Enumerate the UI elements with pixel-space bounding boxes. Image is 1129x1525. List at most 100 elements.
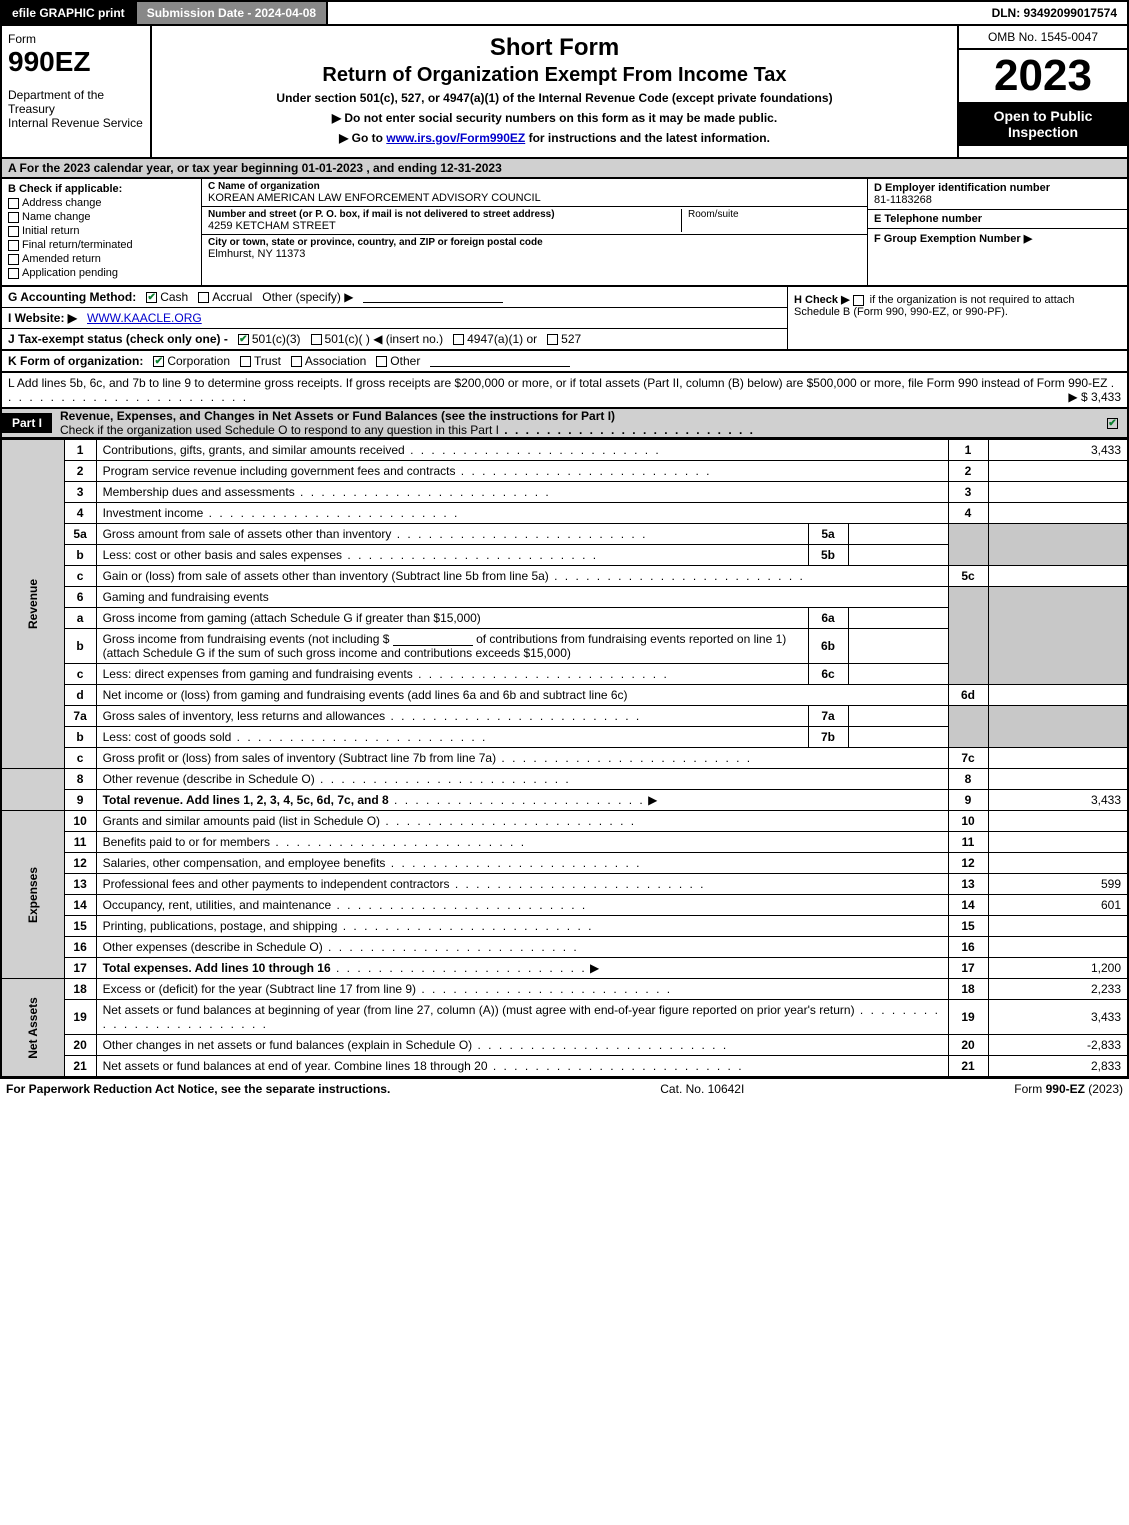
cb-other-org[interactable]: Other [376,354,420,368]
group-label: F Group Exemption Number ▶ [874,233,1032,245]
submission-date: Submission Date - 2024-04-08 [137,2,328,24]
dln: DLN: 93492099017574 [982,2,1127,24]
table-row: 19Net assets or fund balances at beginni… [1,1000,1128,1035]
header-mid: Short Form Return of Organization Exempt… [152,26,957,157]
cb-initial-return[interactable]: Initial return [8,225,195,237]
val-3 [988,482,1128,503]
table-row: 6Gaming and fundraising events [1,587,1128,608]
g-other: Other (specify) ▶ [262,290,353,304]
irs-link[interactable]: www.irs.gov/Form990EZ [386,131,525,145]
open-to-public: Open to Public Inspection [959,102,1127,146]
side-expenses: Expenses [1,811,64,979]
table-row: 21Net assets or fund balances at end of … [1,1056,1128,1078]
footer-left: For Paperwork Reduction Act Notice, see … [6,1082,390,1096]
org-city: Elmhurst, NY 11373 [208,248,861,260]
addr-label: Number and street (or P. O. box, if mail… [208,209,681,220]
org-addr-cell: Number and street (or P. O. box, if mail… [202,207,867,235]
row-a-period: A For the 2023 calendar year, or tax yea… [0,159,1129,179]
lines-table: Revenue 1 Contributions, gifts, grants, … [0,439,1129,1078]
cb-address-change[interactable]: Address change [8,197,195,209]
org-name-label: C Name of organization [208,181,861,192]
val-19: 3,433 [988,1000,1128,1035]
cb-501c[interactable]: 501(c)( ) ◀ (insert no.) [311,332,444,346]
cb-501c3[interactable]: 501(c)(3) [238,332,301,346]
table-row: Revenue 1 Contributions, gifts, grants, … [1,440,1128,461]
box-d-e-f: D Employer identification number 81-1183… [867,179,1127,285]
j-label: J Tax-exempt status (check only one) - [8,332,228,346]
org-name: KOREAN AMERICAN LAW ENFORCEMENT ADVISORY… [208,192,861,204]
cb-association[interactable]: Association [291,354,366,368]
org-city-cell: City or town, state or province, country… [202,235,867,262]
cb-final-return[interactable]: Final return/terminated [8,239,195,251]
cb-application-pending[interactable]: Application pending [8,267,195,279]
cb-name-change[interactable]: Name change [8,211,195,223]
efile-print[interactable]: efile GRAPHIC print [2,2,137,24]
table-row: 7aGross sales of inventory, less returns… [1,706,1128,727]
val-11 [988,832,1128,853]
cb-trust[interactable]: Trust [240,354,281,368]
cb-amended-return[interactable]: Amended return [8,253,195,265]
row-h: H Check ▶ if the organization is not req… [787,287,1127,349]
table-row: 12Salaries, other compensation, and empl… [1,853,1128,874]
header-right: OMB No. 1545-0047 2023 Open to Public In… [957,26,1127,157]
footer-right: Form 990-EZ (2023) [1014,1082,1123,1096]
top-bar: efile GRAPHIC print Submission Date - 20… [0,0,1129,26]
table-row: Expenses10Grants and similar amounts pai… [1,811,1128,832]
k-label: K Form of organization: [8,354,143,368]
note-ssn: ▶ Do not enter social security numbers o… [162,111,947,125]
part-1-tag: Part I [2,413,52,433]
header-left: Form 990EZ Department of the Treasury In… [2,26,152,157]
table-row: 2Program service revenue including gover… [1,461,1128,482]
table-row: 13Professional fees and other payments t… [1,874,1128,895]
cb-527[interactable]: 527 [547,332,581,346]
val-13: 599 [988,874,1128,895]
info-block: B Check if applicable: Address change Na… [0,179,1129,287]
cb-4947[interactable]: 4947(a)(1) or [453,332,537,346]
table-row: dNet income or (loss) from gaming and fu… [1,685,1128,706]
table-row: 5aGross amount from sale of assets other… [1,524,1128,545]
table-row: Net Assets18Excess or (deficit) for the … [1,979,1128,1000]
row-j: J Tax-exempt status (check only one) - 5… [2,329,787,349]
g-other-input[interactable] [363,291,503,303]
table-row: 11Benefits paid to or for members11 [1,832,1128,853]
group-cell: F Group Exemption Number ▶ [868,229,1127,248]
other-org-input[interactable] [430,355,570,367]
table-row: cGain or (loss) from sale of assets othe… [1,566,1128,587]
cb-schedule-b[interactable] [853,295,864,306]
dept-label: Department of the Treasury Internal Reve… [8,88,144,130]
val-16 [988,937,1128,958]
org-name-cell: C Name of organization KOREAN AMERICAN L… [202,179,867,207]
tax-year: 2023 [959,50,1127,102]
box-b-header: B Check if applicable: [8,183,195,195]
val-12 [988,853,1128,874]
city-label: City or town, state or province, country… [208,237,861,248]
val-14: 601 [988,895,1128,916]
page-footer: For Paperwork Reduction Act Notice, see … [0,1078,1129,1099]
cb-cash[interactable]: Cash [146,290,188,304]
row-i: I Website: ▶ WWW.KAACLE.ORG [2,308,787,329]
table-row: 14Occupancy, rent, utilities, and mainte… [1,895,1128,916]
cb-corporation[interactable]: Corporation [153,354,230,368]
website-link[interactable]: WWW.KAACLE.ORG [87,311,202,325]
val-8 [988,769,1128,790]
cb-schedule-o[interactable] [1107,416,1121,430]
row-g: G Accounting Method: Cash Accrual Other … [2,287,787,308]
cb-accrual[interactable]: Accrual [198,290,252,304]
title-short-form: Short Form [162,34,947,62]
meta-block: G Accounting Method: Cash Accrual Other … [0,287,1129,351]
l-value: ▶ $ 3,433 [1068,390,1121,404]
row-k: K Form of organization: Corporation Trus… [0,351,1129,373]
form-label: Form [8,32,144,46]
note-goto: ▶ Go to www.irs.gov/Form990EZ for instru… [162,131,947,145]
val-18: 2,233 [988,979,1128,1000]
val-7c [988,748,1128,769]
side-net-assets: Net Assets [1,979,64,1078]
part-1-title: Revenue, Expenses, and Changes in Net As… [60,409,755,437]
side-revenue: Revenue [1,440,64,769]
form-number: 990EZ [8,46,144,78]
table-row: 16Other expenses (describe in Schedule O… [1,937,1128,958]
val-15 [988,916,1128,937]
table-row: 8Other revenue (describe in Schedule O)8 [1,769,1128,790]
part-1-check-note: Check if the organization used Schedule … [60,423,499,437]
omb-number: OMB No. 1545-0047 [959,26,1127,50]
